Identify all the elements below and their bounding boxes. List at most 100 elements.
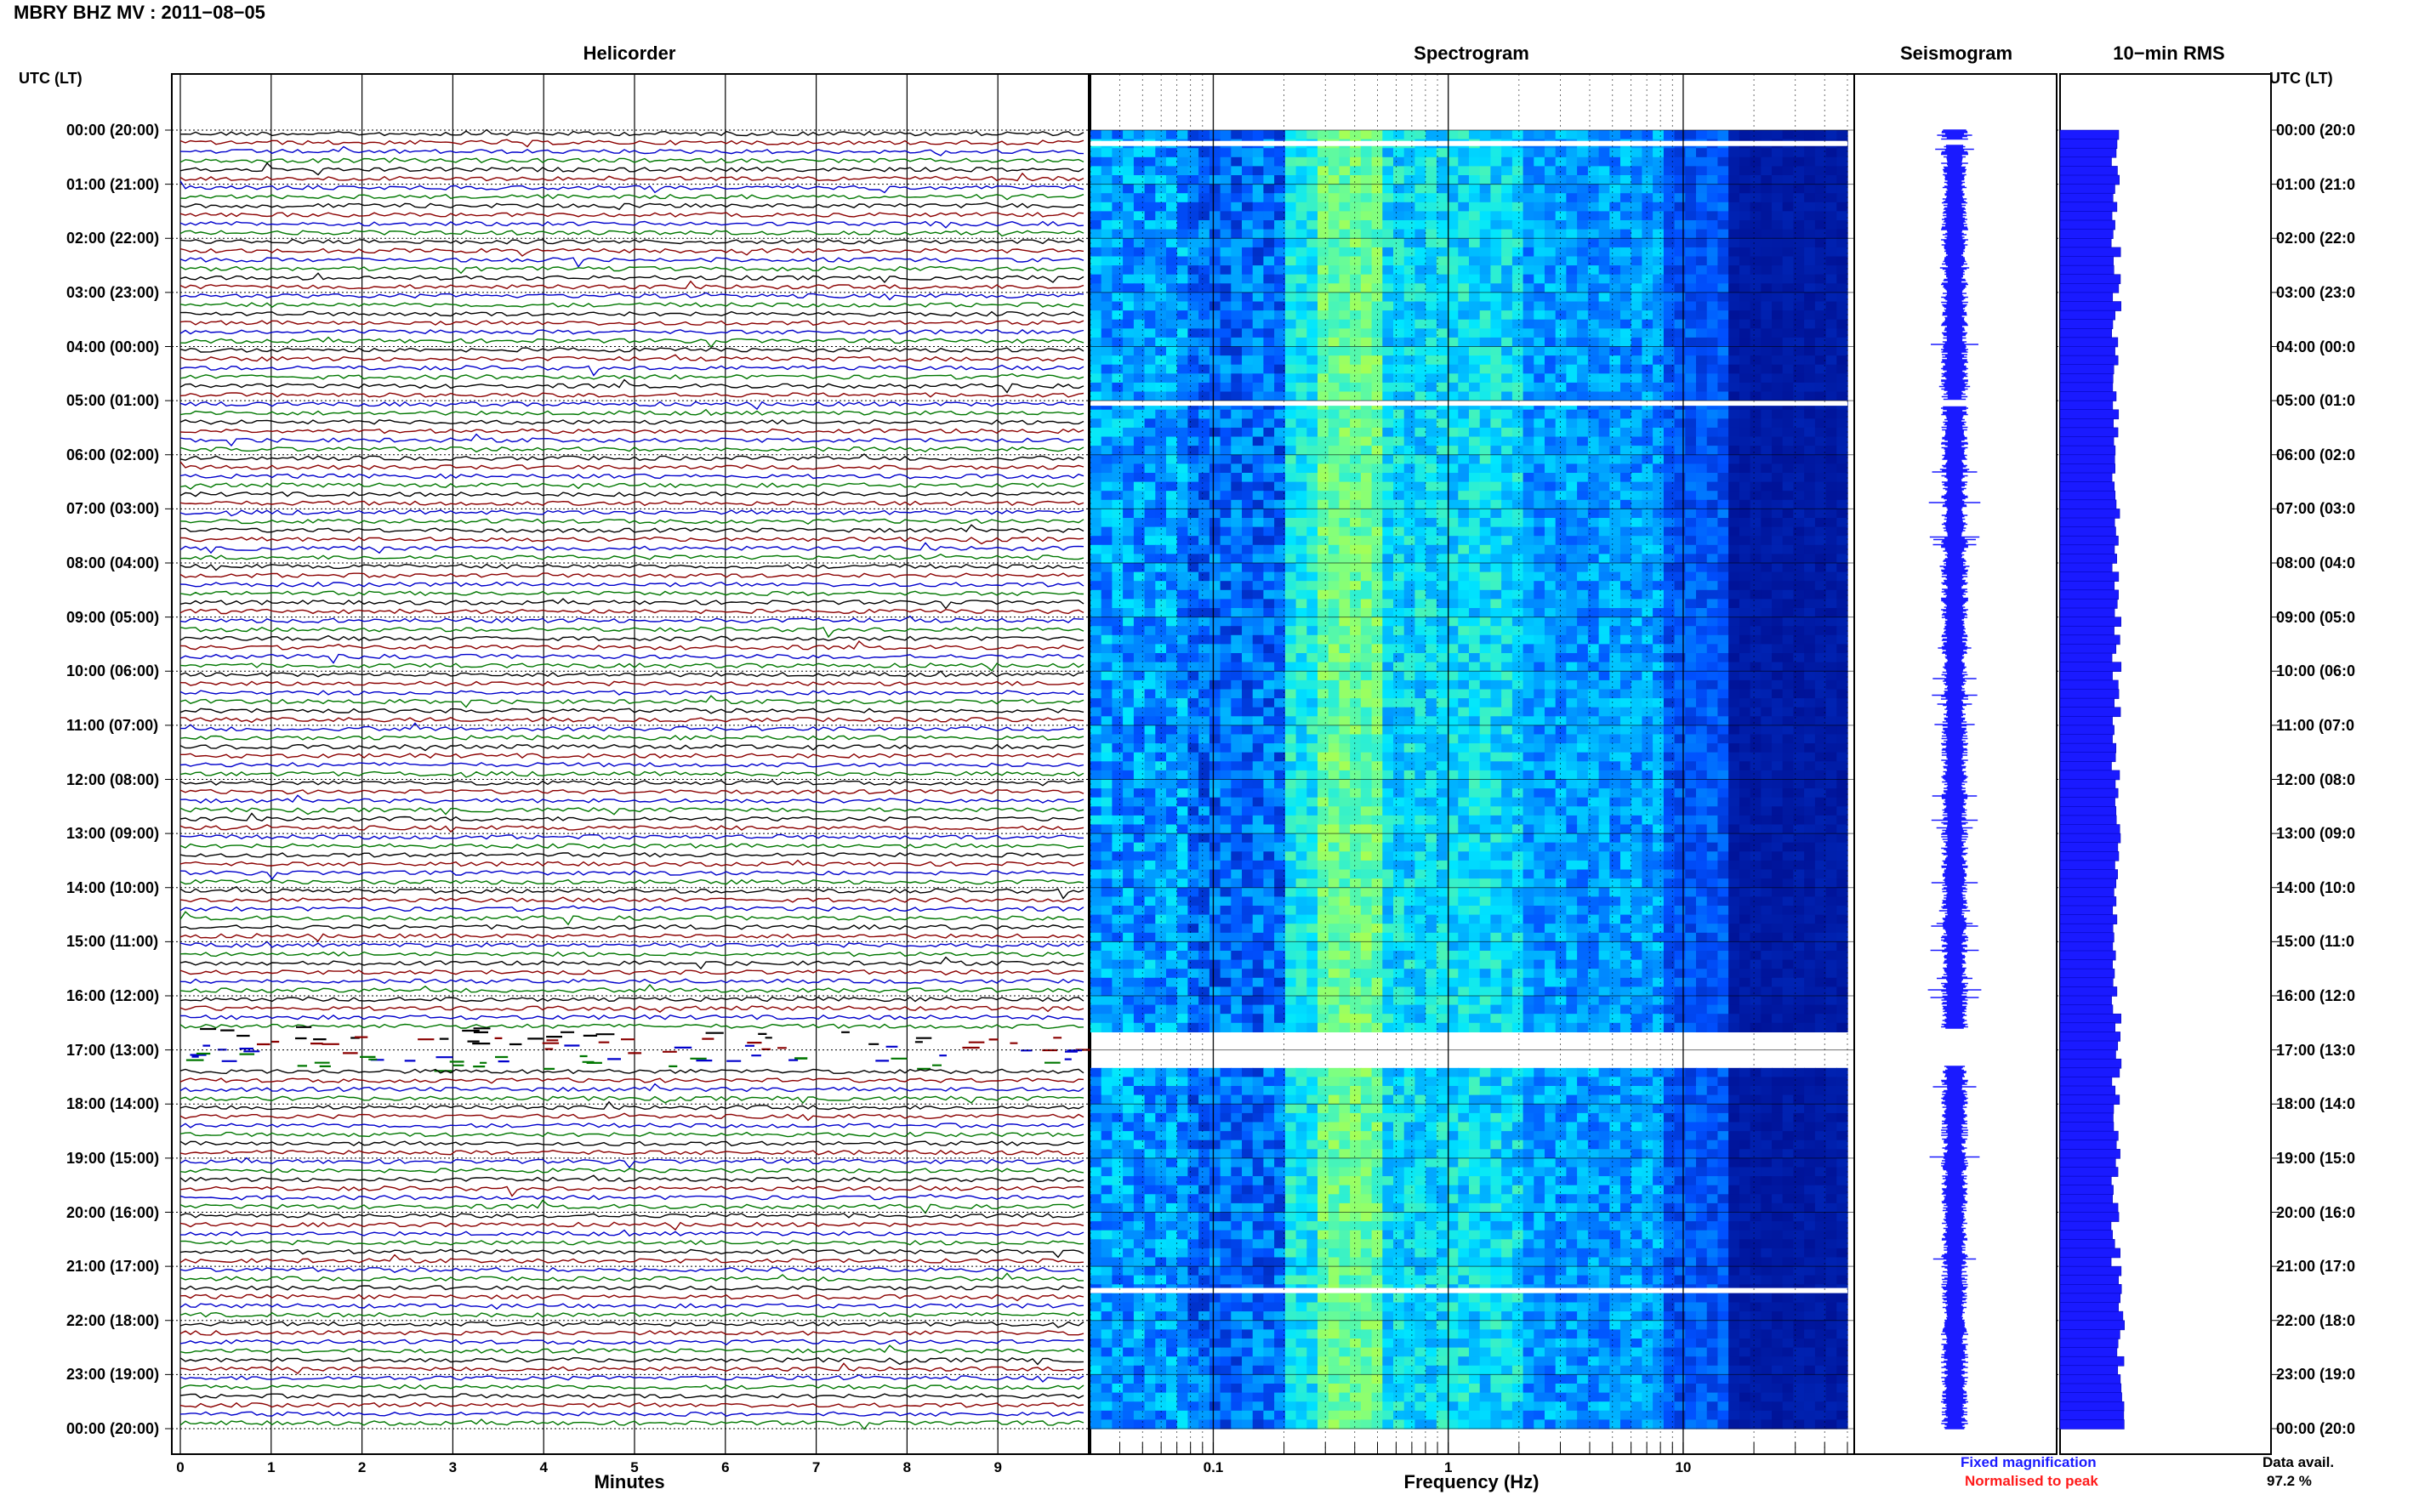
helicorder-trace xyxy=(179,969,1084,976)
rms-bar xyxy=(2059,463,2115,474)
rms-bar xyxy=(2059,869,2118,879)
spectrogram-gap xyxy=(1090,1287,1847,1293)
helicorder-trace xyxy=(179,722,1084,732)
rms-bar xyxy=(2059,418,2114,429)
time-label-left: 21:00 (17:00) xyxy=(66,1258,160,1276)
rms-bar xyxy=(2059,797,2115,808)
rms-bar xyxy=(2059,995,2112,1006)
helicorder-trace xyxy=(179,491,1084,497)
rms-bar xyxy=(2059,887,2114,898)
rms-bar xyxy=(2059,644,2117,654)
time-label-left: 04:00 (00:00) xyxy=(66,338,160,355)
helicorder-trace xyxy=(179,1100,1084,1111)
time-label-right: 09:00 (05:0 xyxy=(2276,608,2356,626)
rms-bar xyxy=(2059,652,2113,663)
helicorder-trace xyxy=(179,1285,1084,1291)
helicorder-trace xyxy=(179,1293,1084,1302)
time-label-right: 23:00 (19:0 xyxy=(2276,1366,2356,1384)
rms-bar xyxy=(2059,192,2114,203)
rms-bar xyxy=(2059,481,2115,492)
rms-bar xyxy=(2059,1194,2113,1204)
time-label-left: 17:00 (13:00) xyxy=(66,1041,160,1059)
helicorder-trace xyxy=(179,1095,1084,1105)
helicorder-trace xyxy=(179,302,1084,308)
helicorder-trace xyxy=(179,157,1084,164)
rms-bar xyxy=(2059,787,2119,799)
helicorder-trace xyxy=(179,401,1084,411)
helicorder-trace xyxy=(179,1374,1084,1383)
helicorder-trace xyxy=(179,202,1084,211)
helicorder-trace xyxy=(179,956,1084,970)
helicorder-trace xyxy=(179,461,1084,470)
rms-bar xyxy=(2059,815,2117,826)
helicorder-trace xyxy=(179,453,1084,461)
rms-bar xyxy=(2059,1202,2119,1214)
helicorder-trace xyxy=(179,392,1084,398)
helicorder-trace xyxy=(179,885,1084,900)
spectrogram-gap xyxy=(1090,401,1847,406)
rms-bar xyxy=(2059,1275,2119,1286)
helicorder-trace xyxy=(179,1131,1084,1138)
seismogram-frame xyxy=(1853,73,2058,1455)
rms-bar xyxy=(2059,1401,2125,1412)
rms-bar xyxy=(2059,679,2119,691)
rms-bar xyxy=(2059,1410,2125,1421)
helicorder-trace xyxy=(179,329,1084,335)
helicorder-trace xyxy=(179,608,1084,615)
helicorder-trace xyxy=(179,770,1084,778)
helicorder-trace xyxy=(179,878,1084,885)
helicorder-frame xyxy=(171,73,1090,1455)
helicorder-trace xyxy=(179,1384,1084,1390)
time-label-right: 22:00 (18:0 xyxy=(2276,1311,2356,1329)
helicorder-trace xyxy=(179,408,1084,417)
rms-bar xyxy=(2059,526,2116,537)
helicorder-trace xyxy=(179,1005,1084,1013)
legend-normalised-to-peak: Normalised to peak xyxy=(1965,1473,2098,1489)
rms-bar xyxy=(2059,292,2114,303)
helicorder-trace xyxy=(179,139,1084,148)
helicorder-trace xyxy=(179,896,1084,903)
rms-bar xyxy=(2059,355,2119,366)
helicorder-xlabel: Minutes xyxy=(594,1471,665,1492)
data-avail-value: 97.2 % xyxy=(2267,1473,2312,1489)
minute-tick-label: 5 xyxy=(630,1459,639,1475)
rms-bar xyxy=(2059,1067,2120,1078)
time-label-left: 10:00 (06:00) xyxy=(66,662,160,680)
helicorder-trace xyxy=(179,145,1084,156)
helicorder-trace xyxy=(179,172,1084,182)
helicorder-trace xyxy=(179,670,1084,678)
rms-bar xyxy=(2059,499,2117,510)
helicorder-trace xyxy=(179,372,1084,380)
data-avail-label: Data avail. xyxy=(2262,1454,2335,1470)
helicorder-trace xyxy=(179,500,1084,507)
helicorder-trace xyxy=(179,788,1084,795)
rms-bar xyxy=(2059,1383,2122,1394)
helicorder-trace xyxy=(179,833,1084,840)
seismogram-title: Seismogram xyxy=(1899,43,2013,64)
time-label-right: 06:00 (02:0 xyxy=(2276,446,2356,463)
helicorder-trace xyxy=(179,292,1084,301)
helicorder-trace xyxy=(179,951,1084,958)
rms-bar xyxy=(2059,1175,2112,1186)
helicorder-trace xyxy=(180,753,1084,759)
rms-bar xyxy=(2059,247,2121,258)
rms-bar xyxy=(2059,1058,2122,1069)
helicorder-trace xyxy=(179,1213,1084,1219)
helicorder-trace xyxy=(179,824,1084,833)
rms-bar xyxy=(2059,959,2113,969)
helicorder-trace xyxy=(179,1168,1084,1174)
rms-bar xyxy=(2059,1149,2120,1159)
time-label-right: 02:00 (22:0 xyxy=(2276,230,2356,247)
helicorder-trace xyxy=(179,536,1084,545)
helicorder-trace xyxy=(179,310,1084,317)
rms-bar xyxy=(2059,734,2113,744)
time-label-right: 15:00 (11:0 xyxy=(2276,933,2355,951)
rms-bar xyxy=(2059,580,2115,591)
rms-bar xyxy=(2059,671,2113,681)
helicorder-trace xyxy=(179,911,1084,926)
helicorder-trace xyxy=(179,1140,1084,1146)
rms-bar xyxy=(2059,878,2117,889)
rms-bar xyxy=(2059,824,2120,834)
rms-bar xyxy=(2059,697,2114,708)
